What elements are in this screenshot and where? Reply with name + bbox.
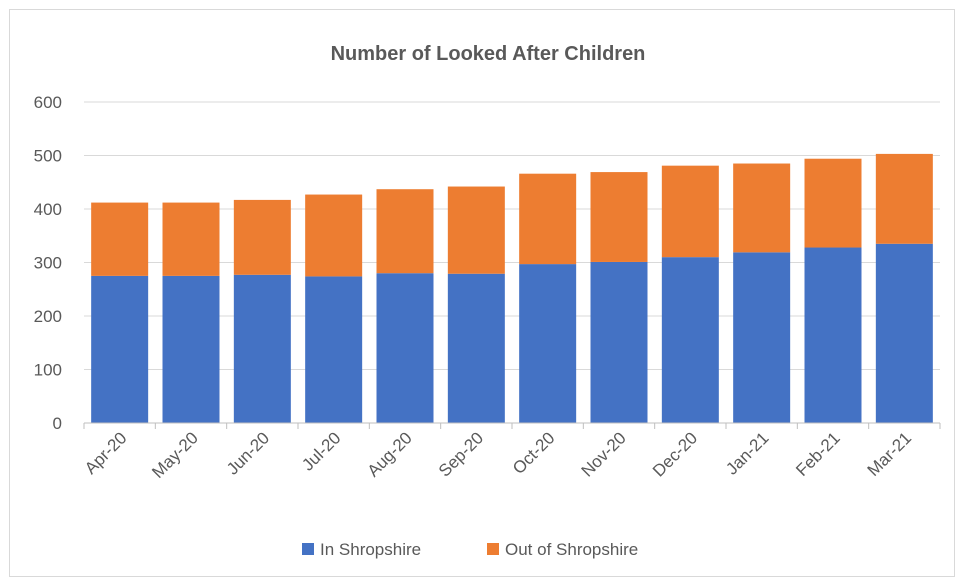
bar-out-of-shropshire <box>305 194 363 277</box>
bar-in-shropshire <box>875 243 933 423</box>
x-tick-label: Dec-20 <box>649 428 701 480</box>
legend-label-in-shropshire: In Shropshire <box>320 540 421 559</box>
y-tick-label: 400 <box>34 200 62 219</box>
y-tick-label: 0 <box>53 414 62 433</box>
bar-out-of-shropshire <box>875 153 933 244</box>
bar-out-of-shropshire <box>162 202 220 276</box>
bar-out-of-shropshire <box>233 199 291 275</box>
y-tick-label: 200 <box>34 307 62 326</box>
x-axis <box>83 422 941 429</box>
bar-out-of-shropshire <box>447 186 505 274</box>
bar-out-of-shropshire <box>733 163 791 253</box>
bar-out-of-shropshire <box>661 165 719 258</box>
bar-in-shropshire <box>590 261 648 423</box>
bar-in-shropshire <box>305 276 363 423</box>
x-tick-label: May-20 <box>148 428 202 482</box>
y-axis-ticks: 0 100 200 300 400 500 600 <box>34 93 62 433</box>
bar-out-of-shropshire <box>91 202 149 276</box>
bars <box>91 153 933 423</box>
x-tick-label: Nov-20 <box>578 428 630 480</box>
bar-in-shropshire <box>519 264 577 423</box>
bar-in-shropshire <box>661 257 719 423</box>
chart-title: Number of Looked After Children <box>331 43 646 65</box>
bar-in-shropshire <box>804 247 862 423</box>
x-tick-label: Sep-20 <box>435 428 487 480</box>
x-tick-label: Mar-21 <box>864 428 916 480</box>
bar-in-shropshire <box>233 274 291 423</box>
bar-out-of-shropshire <box>804 158 862 248</box>
y-tick-label: 600 <box>34 93 62 112</box>
legend-swatch-in-shropshire <box>302 543 314 555</box>
bar-out-of-shropshire <box>519 173 577 265</box>
x-tick-label: Apr-20 <box>81 428 131 478</box>
bar-in-shropshire <box>162 275 220 423</box>
x-tick-label: Jul-20 <box>298 428 344 474</box>
bar-in-shropshire <box>376 273 434 423</box>
x-tick-label: Jan-21 <box>722 428 772 478</box>
gridlines <box>84 101 940 370</box>
bar-in-shropshire <box>733 252 791 423</box>
x-tick-label: Aug-20 <box>364 428 416 480</box>
y-tick-label: 100 <box>34 361 62 380</box>
x-tick-label: Jun-20 <box>223 428 273 478</box>
legend-label-out-of-shropshire: Out of Shropshire <box>505 540 638 559</box>
bar-out-of-shropshire <box>590 172 648 262</box>
bar-in-shropshire <box>447 273 505 423</box>
y-tick-label: 300 <box>34 254 62 273</box>
y-tick-label: 500 <box>34 147 62 166</box>
legend-swatch-out-of-shropshire <box>487 543 499 555</box>
x-tick-label: Feb-21 <box>792 428 844 480</box>
legend: In Shropshire Out of Shropshire <box>302 540 638 559</box>
x-axis-ticks: Apr-20 May-20 Jun-20 Jul-20 Aug-20 Sep-20 Oct-… <box>81 428 915 482</box>
bar-out-of-shropshire <box>376 189 434 274</box>
bar-in-shropshire <box>91 275 149 423</box>
x-tick-label: Oct-20 <box>509 428 559 478</box>
